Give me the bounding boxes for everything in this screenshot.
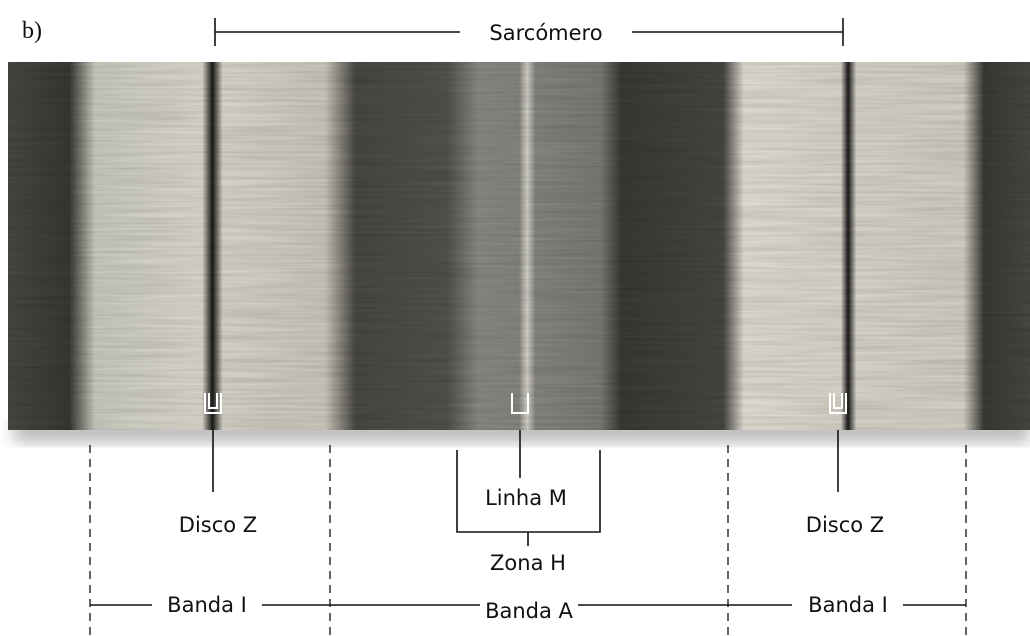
panel-label: b) bbox=[22, 18, 42, 44]
structure-label: Disco Z bbox=[806, 513, 884, 537]
micrograph bbox=[8, 62, 1030, 430]
band-label: Banda A bbox=[485, 599, 573, 623]
band-label: Banda I bbox=[808, 593, 888, 617]
structure-label: Zona H bbox=[490, 551, 566, 575]
structure-label: Disco Z bbox=[179, 513, 257, 537]
sarcomere-label: Sarcómero bbox=[489, 21, 602, 45]
structure-label: Linha M bbox=[485, 486, 567, 510]
sarcomere-diagram: b) Sarcómero Disco Z Linha M Zona H Disc… bbox=[0, 0, 1030, 636]
band-label: Banda I bbox=[167, 593, 247, 617]
